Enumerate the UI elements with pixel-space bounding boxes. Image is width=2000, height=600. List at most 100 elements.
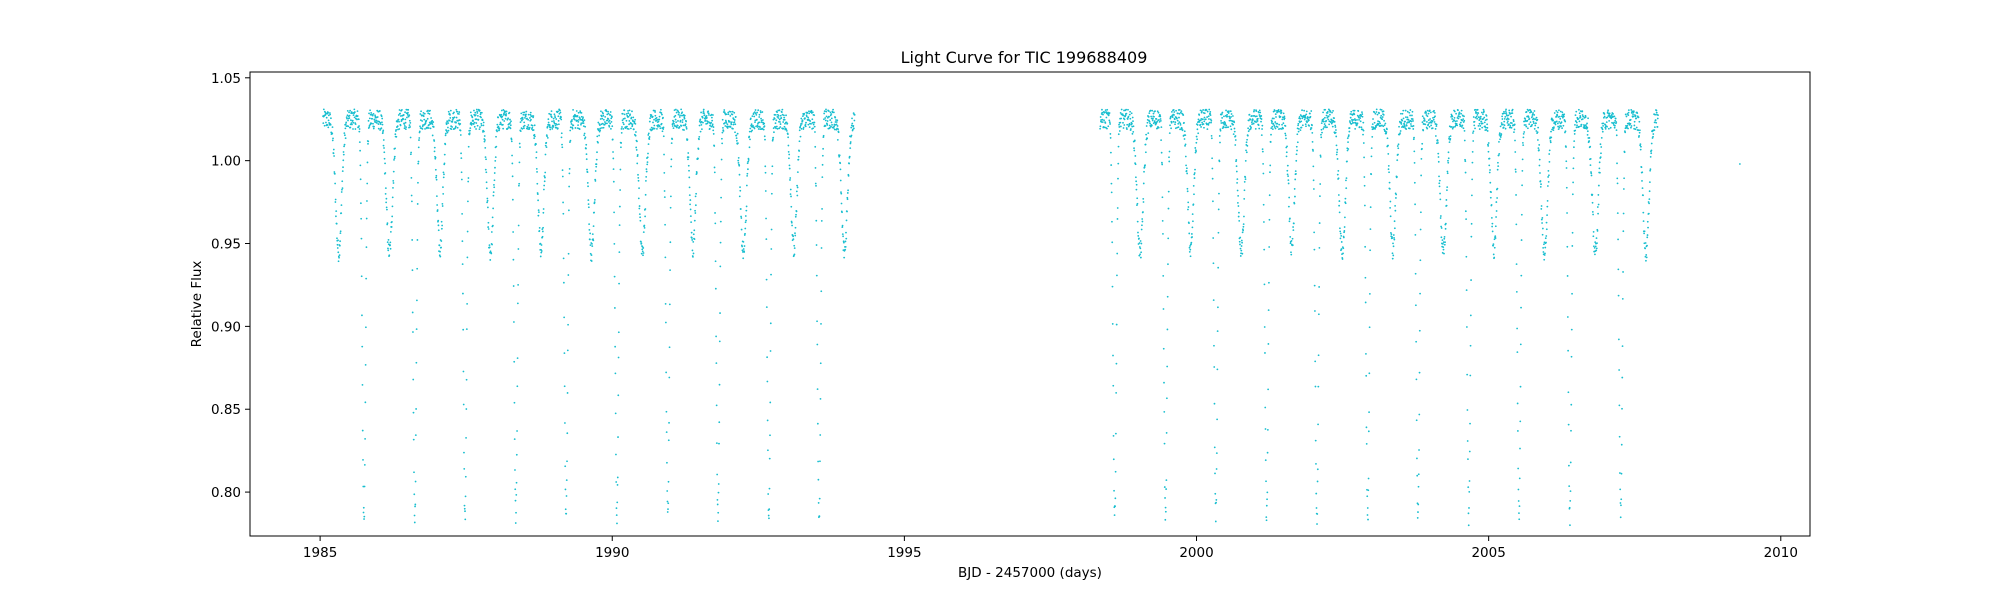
data-point (1151, 119, 1154, 122)
data-point (687, 164, 690, 167)
data-point (841, 224, 844, 227)
data-point (342, 151, 345, 153)
data-point (1321, 131, 1323, 134)
data-point (744, 221, 747, 224)
data-point (1414, 304, 1417, 307)
data-point (720, 137, 723, 140)
data-point (1411, 110, 1414, 113)
data-point (613, 275, 616, 278)
data-point (476, 110, 479, 113)
data-point (618, 251, 621, 254)
data-point (1190, 243, 1192, 245)
data-point (531, 124, 534, 127)
data-point (432, 121, 435, 123)
data-point (816, 343, 819, 346)
data-point (1293, 202, 1296, 205)
data-point (486, 201, 488, 204)
data-point (1571, 193, 1574, 196)
data-point (718, 340, 721, 343)
data-point (749, 138, 751, 141)
data-point (1631, 110, 1634, 113)
data-point (1535, 122, 1537, 125)
data-point (1649, 168, 1652, 171)
data-point (606, 119, 609, 122)
data-point (418, 130, 421, 133)
data-point (735, 137, 738, 140)
data-point (473, 121, 476, 124)
data-point (1381, 118, 1384, 121)
data-point (618, 224, 621, 227)
data-point (360, 237, 363, 240)
data-point (687, 152, 690, 154)
data-point (623, 117, 626, 120)
data-point (1522, 144, 1525, 147)
data-point (486, 199, 489, 202)
data-point (459, 129, 462, 132)
data-point (551, 127, 554, 130)
data-point (561, 175, 564, 178)
data-point (645, 175, 648, 178)
data-point (1538, 158, 1541, 161)
data-point (1309, 115, 1312, 118)
data-point (553, 122, 556, 125)
data-point (777, 109, 780, 112)
data-point (587, 185, 589, 188)
data-point (361, 383, 364, 386)
data-point (1456, 120, 1458, 122)
y-tick-label: 0.80 (211, 485, 241, 501)
data-point (685, 126, 688, 128)
data-point (1546, 214, 1548, 217)
data-point (1114, 505, 1116, 508)
data-point (1419, 211, 1422, 214)
data-point (366, 161, 369, 164)
data-point (1161, 219, 1164, 222)
data-point (1301, 109, 1303, 112)
data-point (842, 241, 845, 244)
data-point (1503, 120, 1506, 123)
data-point (1565, 160, 1568, 163)
data-point (1569, 499, 1572, 502)
data-point (781, 108, 784, 111)
data-point (1478, 116, 1480, 119)
data-point (588, 228, 591, 231)
data-point (1479, 117, 1482, 120)
data-point (567, 209, 570, 212)
data-point (1173, 118, 1176, 121)
data-point (1447, 161, 1450, 164)
data-point (1438, 185, 1441, 188)
data-point (1335, 144, 1338, 147)
data-point (1414, 272, 1417, 275)
data-point (1516, 351, 1519, 353)
data-point (1287, 179, 1290, 182)
data-point (1189, 248, 1192, 251)
data-point (1451, 118, 1454, 120)
data-point (426, 117, 429, 120)
data-point (642, 247, 645, 249)
data-point (1379, 122, 1382, 125)
data-point (1117, 177, 1119, 180)
data-point (381, 132, 384, 135)
data-point (446, 120, 449, 123)
data-point (1645, 254, 1648, 256)
data-point (693, 219, 696, 222)
data-point (531, 115, 533, 117)
data-point (813, 114, 816, 117)
data-point (1152, 122, 1155, 125)
data-point (1491, 230, 1494, 233)
data-point (1648, 181, 1651, 183)
data-point (1250, 121, 1253, 124)
data-point (571, 119, 573, 121)
data-point (1261, 148, 1264, 151)
data-point (683, 129, 685, 131)
data-point (1544, 252, 1546, 255)
data-point (509, 127, 512, 130)
data-point (500, 113, 503, 116)
data-point (1647, 212, 1650, 215)
data-point (441, 205, 444, 207)
data-point (1136, 197, 1139, 200)
data-point (1210, 119, 1213, 122)
data-point (727, 113, 730, 116)
data-point (1347, 134, 1350, 137)
data-point (1107, 114, 1110, 116)
data-point (1633, 120, 1636, 123)
